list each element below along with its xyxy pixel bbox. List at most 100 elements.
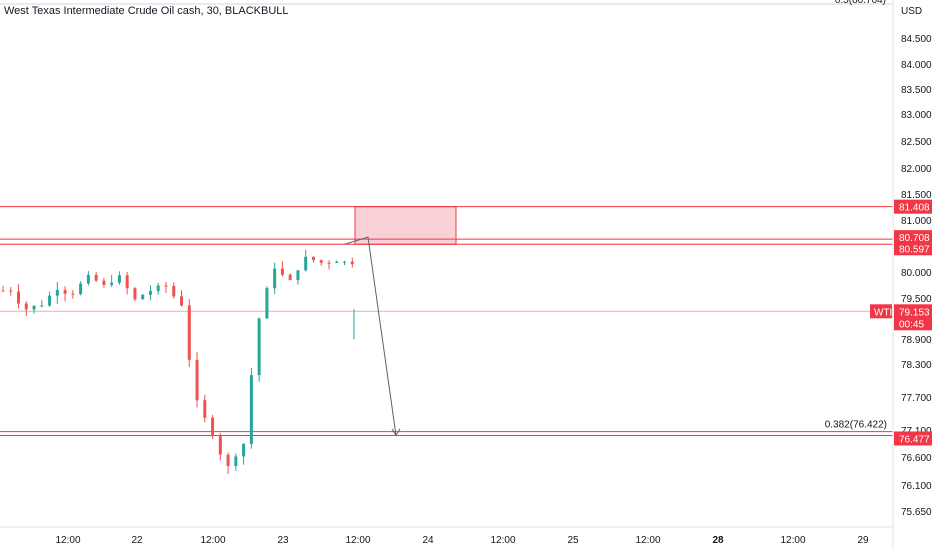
candle-body	[55, 289, 59, 296]
levels-layer: 0.382(76.422)	[0, 206, 893, 436]
candle-body	[335, 261, 339, 263]
projection-layer	[344, 236, 401, 437]
candle-body	[242, 443, 246, 457]
y-tick-label: 78.900	[901, 335, 932, 346]
candle-body	[1, 290, 5, 292]
price-tag-80597: 80.597	[899, 244, 930, 255]
candle-body	[350, 261, 354, 265]
candle-body	[265, 288, 269, 319]
candle-body	[311, 256, 315, 261]
candle-body	[296, 270, 300, 281]
candle-body	[249, 375, 253, 444]
candle-body	[203, 400, 207, 418]
candle-body	[148, 290, 152, 295]
candle-body	[117, 275, 121, 283]
candle-body	[327, 262, 331, 264]
y-tick-label: 75.650	[901, 507, 932, 518]
candle-body	[79, 283, 83, 295]
y-tick-label: 83.000	[901, 110, 932, 121]
x-tick-label: 12:00	[490, 535, 515, 546]
candle-body	[17, 291, 21, 304]
candle-body	[141, 294, 145, 300]
price-tag-76477-bg	[894, 431, 932, 446]
x-tick-label: 28	[712, 535, 724, 546]
price-tag-80708: 80.708	[899, 233, 930, 244]
candle-body	[218, 436, 222, 455]
x-tick-label: 29	[857, 535, 869, 546]
candle-body	[86, 274, 90, 284]
y-tick-label: 80.000	[901, 268, 932, 279]
price-tag-76477: 76.477	[899, 434, 930, 445]
x-tick-label: 12:00	[55, 535, 80, 546]
symbol-tag-bg	[870, 304, 892, 319]
y-tick-label: 84.500	[901, 34, 932, 45]
y-tick-label: 84.000	[901, 60, 932, 71]
price-tag-81408-bg	[894, 199, 932, 214]
currency-label: USD	[901, 6, 922, 17]
candle-body	[280, 268, 284, 275]
candle-body	[9, 290, 13, 292]
zone-layer	[354, 206, 457, 245]
symbol-tag: WTI	[874, 307, 892, 318]
supply-zone-rect[interactable]	[354, 206, 457, 245]
candle-body	[32, 305, 36, 310]
candle-body	[343, 261, 347, 263]
candle-body	[164, 285, 168, 287]
price-tag-80708-bg	[894, 230, 932, 245]
candle-body	[304, 256, 308, 271]
countdown-tag: 00:45	[899, 319, 924, 330]
y-tick-label: 76.100	[901, 481, 932, 492]
x-tick-label: 22	[131, 535, 143, 546]
x-tick-label: 23	[277, 535, 289, 546]
last-price-tag-bg	[894, 304, 932, 331]
projection-arrowhead	[391, 428, 401, 437]
candles-layer	[1, 249, 355, 474]
candle-body	[110, 282, 114, 285]
candle-body	[102, 280, 106, 285]
candle-body	[40, 305, 44, 307]
candle-body	[94, 274, 98, 281]
fib-level-label: 0.382(76.422)	[825, 420, 887, 431]
candle-body	[195, 359, 199, 401]
candle-body	[288, 274, 292, 281]
candle-body	[48, 295, 52, 306]
projection-path[interactable]	[344, 236, 397, 436]
candle-body	[125, 275, 129, 289]
candle-body	[319, 260, 323, 263]
candle-body	[24, 303, 28, 310]
candle-body	[211, 417, 215, 437]
x-tick-label: 12:00	[780, 535, 805, 546]
candle-body	[172, 285, 176, 297]
header-partial-label: 0.5(80.764)	[835, 0, 886, 6]
candle-body	[234, 456, 238, 466]
candle-body	[71, 293, 75, 295]
price-tag-81408: 81.408	[899, 203, 930, 214]
last-price-tag: 79.153	[899, 307, 930, 318]
x-tick-label: 12:00	[635, 535, 660, 546]
price-tag-80597-bg	[894, 241, 932, 256]
candle-body	[187, 305, 191, 360]
candle-body	[63, 289, 67, 294]
candle-body	[133, 288, 137, 300]
y-tick-label: 78.300	[901, 360, 932, 371]
x-tick-label: 12:00	[345, 535, 370, 546]
candle-body	[156, 285, 160, 291]
candle-body	[273, 268, 277, 289]
candle-body	[226, 454, 230, 466]
y-tick-label: 76.600	[901, 453, 932, 464]
candle-body	[180, 296, 184, 306]
x-tick-label: 25	[567, 535, 579, 546]
y-tick-label: 77.700	[901, 393, 932, 404]
x-tick-label: 24	[422, 535, 434, 546]
candle-body	[257, 318, 261, 376]
y-tick-label: 82.000	[901, 164, 932, 175]
chart-title: West Texas Intermediate Crude Oil cash, …	[4, 5, 289, 17]
y-tick-label: 81.000	[901, 216, 932, 227]
y-tick-label: 82.500	[901, 137, 932, 148]
x-tick-label: 12:00	[200, 535, 225, 546]
y-tick-label: 83.500	[901, 85, 932, 96]
y-tick-label: 79.500	[901, 294, 932, 305]
